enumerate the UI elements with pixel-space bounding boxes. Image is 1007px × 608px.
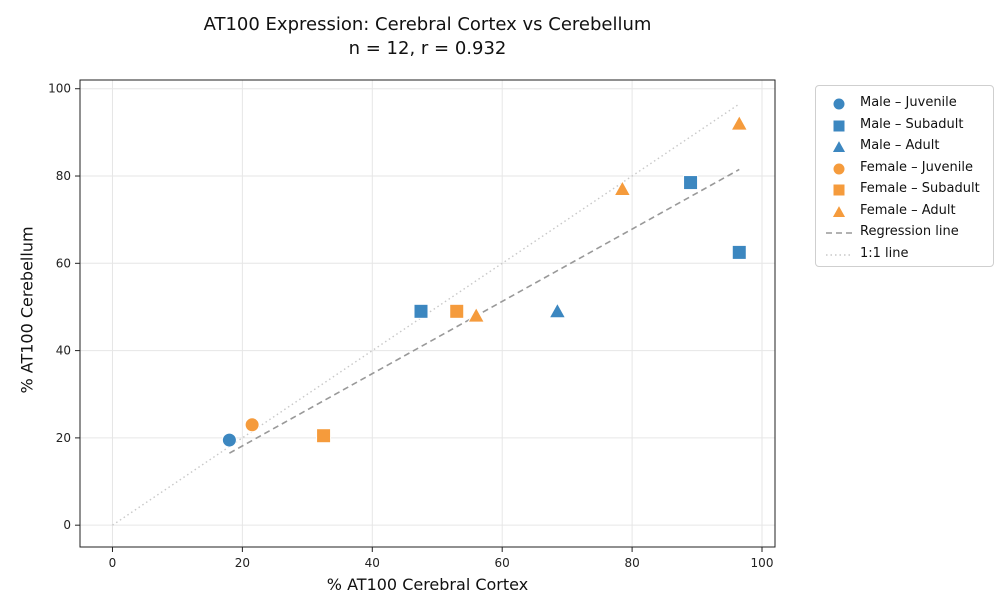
- legend-label: Female – Adult: [860, 202, 956, 218]
- grid-lines: [80, 80, 775, 547]
- legend-marker: [831, 139, 847, 154]
- legend-item: Female – Adult: [816, 202, 993, 222]
- legend-marker: [832, 162, 846, 175]
- legend-marker: [832, 183, 846, 197]
- legend-item: Regression line: [816, 223, 993, 243]
- legend-item: Female – Subadult: [816, 180, 993, 200]
- legend-symbol: [832, 119, 846, 132]
- x-tick-label: 100: [751, 556, 774, 570]
- legend-item: Male – Juvenile: [816, 94, 993, 114]
- legend-label: Regression line: [860, 224, 959, 239]
- legend-symbol: [832, 162, 846, 175]
- x-tick-label: 60: [495, 556, 510, 570]
- y-tick-label: 0: [63, 518, 71, 532]
- axis-ticks: 0 20 40 60 80 100 0 20 40 60 80 100: [48, 82, 773, 570]
- x-axis-label: % AT100 Cerebral Cortex: [326, 575, 529, 594]
- data-point-female-triangle: [730, 114, 749, 131]
- legend-symbol: [832, 183, 846, 197]
- data-point-male-square: [683, 175, 699, 191]
- legend-label: 1:1 line: [860, 245, 909, 261]
- legend-symbol: [832, 97, 846, 111]
- legend-label: Male – Juvenile: [860, 95, 957, 110]
- legend-item: Male – Adult: [816, 137, 993, 157]
- data-point-male-triangle: [548, 302, 567, 319]
- legend-symbol: [831, 203, 847, 218]
- legend-item: Female – Juvenile: [816, 159, 993, 179]
- data-point-female-triangle: [613, 180, 632, 197]
- data-point-female-triangle: [467, 306, 486, 323]
- legend-label: Female – Juvenile: [860, 159, 973, 175]
- legend-symbol: [826, 253, 852, 256]
- legend-item: 1:1 line: [816, 245, 993, 265]
- x-tick-label: 40: [365, 556, 380, 570]
- data-point-male-circle: [221, 432, 237, 448]
- legend-label: Male – Adult: [860, 138, 940, 153]
- regression-line: [229, 168, 740, 454]
- y-tick-label: 100: [48, 82, 71, 96]
- data-point-female-circle: [244, 417, 260, 433]
- plot-frame: [79, 79, 776, 548]
- data-point-male-square: [413, 303, 429, 319]
- x-tick-label: 0: [109, 556, 117, 570]
- y-tick-label: 60: [56, 256, 71, 270]
- data-points: [221, 114, 749, 448]
- legend-marker: [832, 119, 846, 132]
- data-point-male-square: [731, 244, 747, 260]
- x-tick-label: 20: [235, 556, 250, 570]
- legend-marker: [832, 97, 846, 111]
- legend-item: Male – Subadult: [816, 116, 993, 136]
- legend-symbol: [826, 232, 852, 234]
- data-point-female-square: [316, 428, 332, 444]
- legend-marker: [831, 203, 847, 218]
- y-tick-label: 80: [56, 169, 71, 183]
- y-axis-label: % AT100 Cerebellum: [17, 226, 37, 394]
- y-tick-label: 40: [56, 344, 71, 358]
- x-tick-label: 80: [624, 556, 639, 570]
- legend-symbol: [831, 139, 847, 154]
- legend: Male – Juvenile Male – Subadult Male – Adu…: [815, 85, 994, 267]
- data-point-female-square: [449, 303, 465, 319]
- chart-title: AT100 Expression: Cerebral Cortex vs Cer…: [203, 14, 652, 35]
- legend-label: Male – Subadult: [860, 116, 964, 132]
- y-tick-label: 20: [56, 431, 71, 445]
- legend-label: Female – Subadult: [860, 181, 980, 196]
- reference-lines: [112, 103, 740, 526]
- chart-subtitle: n = 12, r = 0.932: [348, 38, 507, 59]
